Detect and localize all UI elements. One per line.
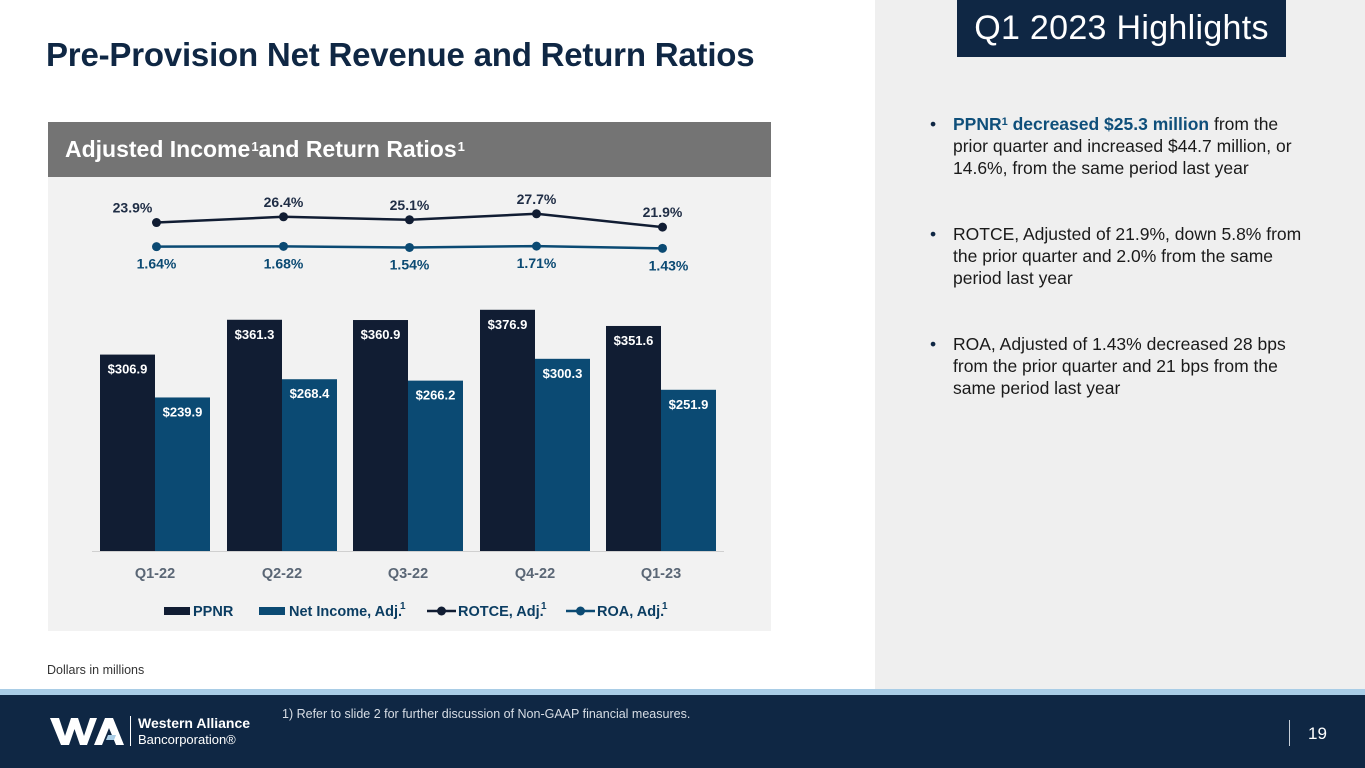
units-note: Dollars in millions — [47, 663, 145, 677]
bar-net-income — [535, 358, 590, 551]
bullet-roa: • ROA, Adjusted of 1.43% decreased 28 bp… — [930, 333, 1310, 399]
point-rotce — [532, 209, 541, 219]
legend-label-ppnr: PPNR — [193, 604, 234, 620]
legend-marker-roa — [576, 606, 585, 616]
bar-label-ppnr: $351.6 — [614, 333, 654, 348]
bar-label-ppnr: $360.9 — [361, 327, 401, 342]
bar-label-ppnr: $376.9 — [488, 317, 528, 332]
chart-header-text-2: and Return Ratios — [258, 136, 457, 162]
bullet-ppnr-sup: 1 — [1001, 116, 1008, 128]
legend-sup-roa: 1 — [662, 601, 668, 612]
point-roa — [658, 243, 667, 253]
x-tick-label: Q1-22 — [135, 566, 175, 582]
bar-net-income — [155, 397, 210, 551]
bullet-roa-text: ROA, Adjusted of 1.43% decreased 28 bps … — [953, 334, 1286, 398]
data-label-roa: 1.54% — [390, 256, 430, 272]
bar-net-income — [408, 380, 463, 551]
page-number-divider — [1289, 720, 1290, 746]
bar-ppnr — [353, 320, 408, 551]
bar-label-net-income: $268.4 — [290, 386, 331, 401]
bar-ppnr — [606, 325, 661, 551]
legend-sup-rotce: 1 — [541, 601, 547, 612]
bar-label-net-income: $300.3 — [543, 366, 583, 381]
footer-stripe — [0, 689, 1365, 695]
x-tick-label: Q3-22 — [388, 566, 428, 582]
page-title: Pre-Provision Net Revenue and Return Rat… — [46, 36, 755, 73]
bar-net-income — [282, 379, 337, 551]
bullet-dot: • — [930, 224, 937, 244]
footer-bar — [0, 695, 1365, 768]
point-rotce — [152, 218, 161, 228]
bullet-rotce-text: ROTCE, Adjusted of 21.9%, down 5.8% from… — [953, 224, 1302, 288]
highlights-list: • PPNR1 decreased $25.3 million from the… — [930, 113, 1310, 443]
bullet-ppnr: • PPNR1 decreased $25.3 million from the… — [930, 113, 1310, 179]
data-label-rotce: 27.7% — [517, 191, 557, 207]
data-label-rotce: 21.9% — [643, 204, 683, 220]
bar-label-ppnr: $361.3 — [235, 327, 275, 342]
highlights-tag: Q1 2023 Highlights — [957, 0, 1286, 57]
chart-header: Adjusted Income 1 and Return Ratios 1 — [48, 122, 771, 177]
point-roa — [152, 242, 161, 252]
x-tick-label: Q4-22 — [515, 566, 555, 582]
bar-ppnr — [227, 319, 282, 551]
wa-logo-icon — [50, 718, 124, 745]
legend-swatch-net-income — [259, 607, 285, 615]
bar-ppnr — [480, 309, 535, 551]
bar-label-ppnr: $306.9 — [108, 362, 148, 377]
highlights-panel — [875, 0, 1365, 690]
x-tick-label: Q2-22 — [262, 566, 302, 582]
bullet-dot: • — [930, 114, 937, 134]
data-label-roa: 1.71% — [517, 255, 557, 271]
data-label-roa: 1.68% — [264, 255, 304, 271]
point-roa — [532, 241, 541, 251]
data-label-roa: 1.43% — [649, 257, 689, 273]
chart-header-sup: 1 — [251, 139, 259, 154]
legend-label-net-income: Net Income, Adj. — [289, 604, 402, 620]
logo-name-line1: Western Alliance — [138, 715, 251, 731]
chart-card: $306.9 $239.9 Q1-22 $361.3 $268.4 Q2-22 $360.9… — [48, 122, 771, 631]
legend-sup-net-income: 1 — [400, 601, 406, 612]
legend-label-rotce: ROTCE, Adj. — [458, 604, 544, 620]
bar-label-net-income: $239.9 — [163, 404, 203, 419]
chart-header-sup-2: 1 — [457, 139, 465, 154]
legend-marker-rotce — [437, 606, 446, 616]
chart-svg: $306.9 $239.9 Q1-22 $361.3 $268.4 Q2-22 $360.9… — [92, 191, 724, 620]
x-tick-label: Q1-23 — [641, 566, 681, 582]
page-number: 19 — [1308, 724, 1327, 743]
bullet-ppnr-bold-2: decreased $25.3 million — [1007, 114, 1210, 134]
data-label-roa: 1.64% — [137, 256, 177, 272]
legend-label-roa: ROA, Adj. — [597, 604, 664, 620]
legend-swatch-ppnr — [164, 607, 190, 615]
bar-ppnr — [100, 354, 155, 551]
point-rotce — [658, 222, 667, 232]
logo-name-line2: Bancorporation® — [138, 732, 236, 747]
bullet-ppnr-rest: from the prior quarter and increased $44… — [953, 114, 1292, 178]
footnote: 1) Refer to slide 2 for further discussi… — [282, 707, 691, 721]
chart-header-text: Adjusted Income — [65, 136, 251, 162]
data-label-rotce: 26.4% — [264, 194, 304, 210]
point-rotce — [405, 215, 414, 225]
bar-label-net-income: $251.9 — [669, 397, 709, 412]
bar-label-net-income: $266.2 — [416, 388, 456, 403]
point-roa — [279, 241, 288, 251]
bar-net-income — [661, 389, 716, 551]
data-label-rotce: 23.9% — [113, 200, 153, 216]
logo-divider — [130, 716, 131, 746]
point-rotce — [279, 212, 288, 222]
data-label-rotce: 25.1% — [390, 197, 430, 213]
bullet-rotce: • ROTCE, Adjusted of 21.9%, down 5.8% fr… — [930, 223, 1310, 289]
bullet-ppnr-bold: PPNR — [953, 114, 1002, 134]
bullet-dot: • — [930, 334, 937, 354]
point-roa — [405, 242, 414, 252]
